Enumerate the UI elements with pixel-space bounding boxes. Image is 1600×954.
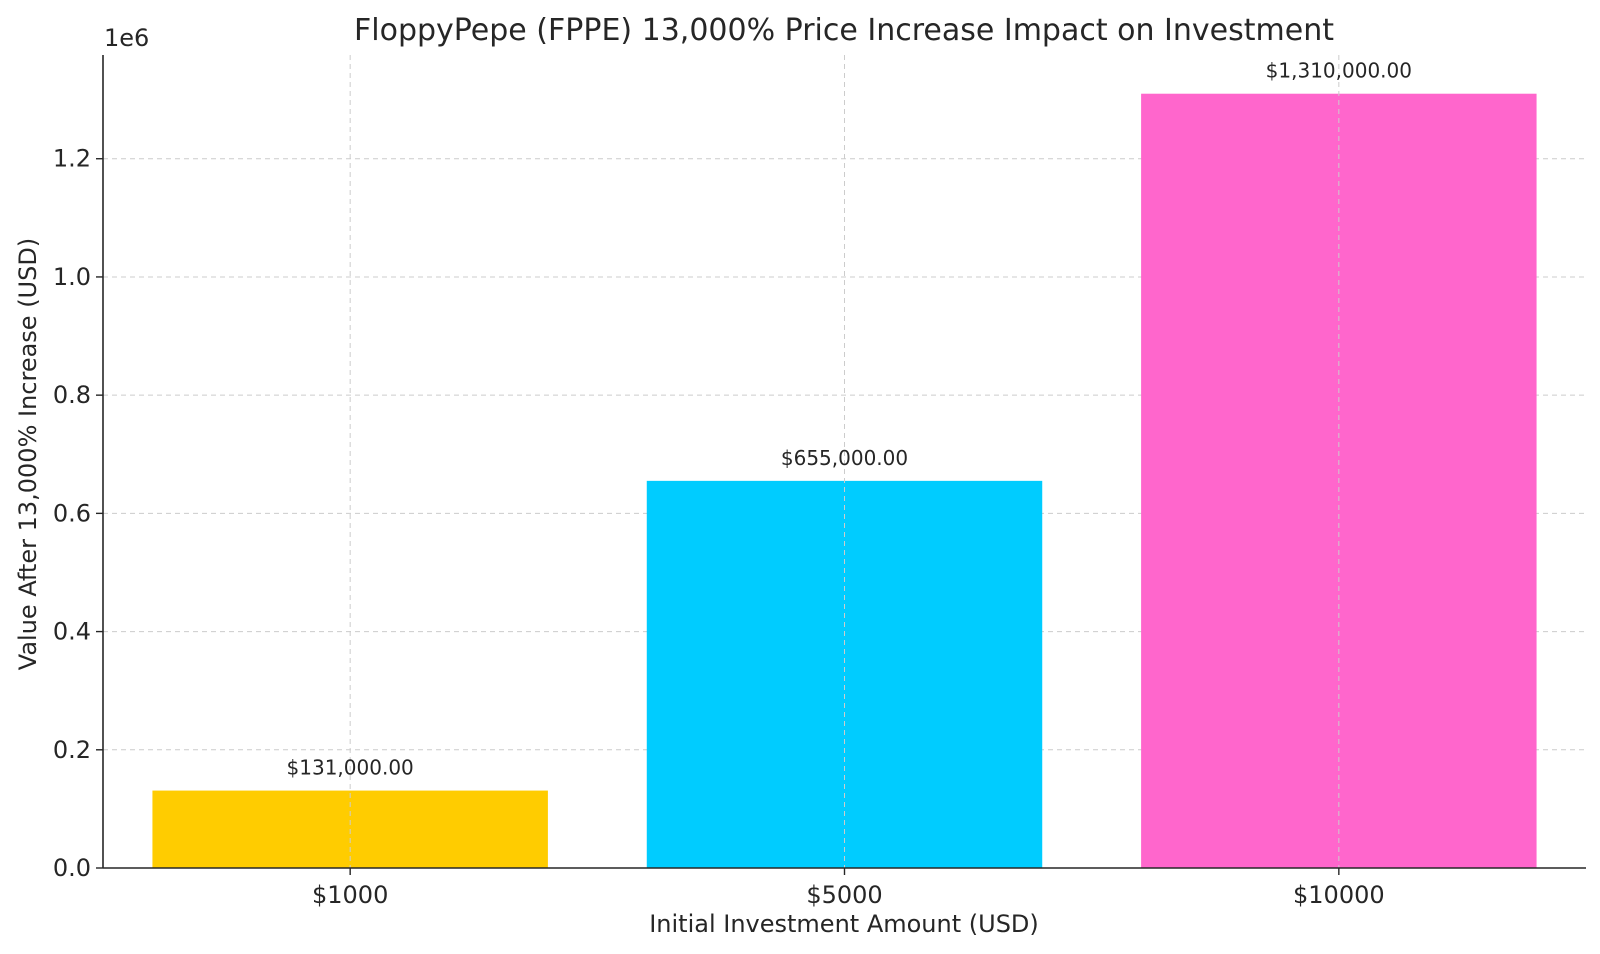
- x-tick-label: $10000: [1293, 881, 1385, 909]
- y-tick-label: 0.8: [53, 381, 91, 409]
- y-axis-label: Value After 13,000% Increase (USD): [14, 238, 42, 670]
- data-labels: $131,000.00 $655,000.00 $1,310,000.00: [287, 59, 1412, 780]
- axes: 0.0 0.2 0.4 0.6 0.8 1.0 1.2 $1000 $5000 $10000: [53, 55, 1586, 909]
- y-tick-label: 0.0: [53, 854, 91, 882]
- bar-5000: [646, 480, 1043, 868]
- y-tick-label: 0.4: [53, 618, 91, 646]
- y-tick-label: 1.2: [53, 145, 91, 173]
- y-tick-label: 0.6: [53, 499, 91, 527]
- y-tick-label: 0.2: [53, 736, 91, 764]
- y-axis-offset-label: 1e6: [104, 24, 149, 52]
- data-label: $131,000.00: [287, 756, 414, 780]
- x-axis-label: Initial Investment Amount (USD): [649, 910, 1039, 938]
- y-tick-label: 1.0: [53, 263, 91, 291]
- data-label: $1,310,000.00: [1266, 59, 1412, 83]
- chart-title: FloppyPepe (FPPE) 13,000% Price Increase…: [354, 13, 1334, 48]
- data-label: $655,000.00: [781, 446, 908, 470]
- x-tick-label: $1000: [312, 881, 388, 909]
- x-tick-label: $5000: [806, 881, 882, 909]
